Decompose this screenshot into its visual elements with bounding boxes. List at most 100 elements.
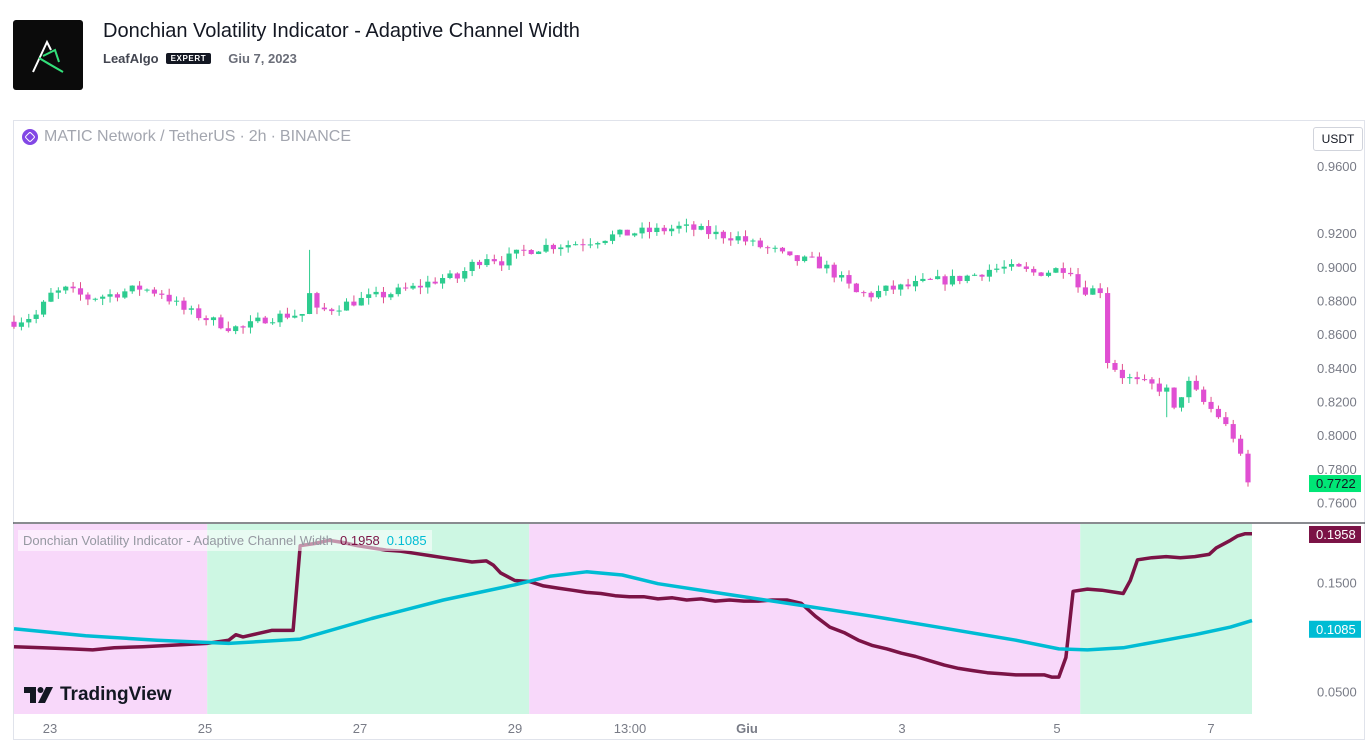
currency-button[interactable]: USDT [1313, 127, 1363, 151]
candle-body [277, 313, 283, 323]
candle-body [617, 229, 623, 235]
candle-body [491, 259, 497, 262]
candle-body [1097, 288, 1103, 294]
candle-body [809, 256, 815, 258]
indicator-name: Donchian Volatility Indicator - Adaptive… [23, 533, 334, 548]
candle-body [247, 321, 254, 328]
symbol-name: MATIC Network / TetherUS [44, 128, 236, 145]
candle-body [122, 291, 128, 298]
candle-body [63, 286, 69, 291]
regime-background [1080, 524, 1252, 714]
symbol-interval: 2h [248, 128, 267, 145]
candle-body [861, 292, 867, 294]
candle-body [417, 285, 423, 288]
candle-body [447, 273, 453, 278]
candle-body [742, 236, 749, 242]
regime-background [14, 524, 208, 714]
candle-body [499, 261, 505, 266]
candle-body [33, 314, 39, 319]
author-name[interactable]: LeafAlgo [103, 51, 159, 66]
candle-body [173, 300, 180, 302]
price-tick-label: 0.9600 [1317, 159, 1357, 174]
candle-body [1105, 293, 1111, 363]
candle-body [565, 245, 571, 248]
candle-body [720, 231, 726, 239]
candle-body [927, 278, 933, 280]
candle-body [935, 276, 941, 280]
candle-body [262, 317, 268, 324]
candle-body [151, 289, 157, 294]
candle-body [388, 294, 394, 298]
post-meta: LeafAlgo EXPERT Giu 7, 2023 [103, 51, 297, 66]
candle-body [55, 290, 61, 293]
candle-body [203, 318, 209, 321]
candle-body [1068, 272, 1074, 275]
candle-body [824, 264, 830, 269]
author-avatar[interactable] [13, 20, 83, 90]
candle-body [1223, 417, 1229, 425]
indicator-value-width: 0.1958 [340, 533, 380, 548]
candle-body [669, 228, 675, 232]
candle-body [343, 301, 350, 311]
candle-body [898, 284, 904, 290]
candle-body [1031, 268, 1037, 273]
candle-body [299, 313, 305, 316]
candle-body [373, 291, 379, 295]
candle-body [957, 275, 963, 282]
candle-body [691, 224, 697, 230]
time-tick-label: 5 [1053, 721, 1060, 736]
candle-body [868, 292, 874, 298]
candle-body [26, 318, 32, 323]
candle-body [225, 328, 231, 332]
time-tick-label: Giu [736, 721, 758, 736]
candle-body [1008, 264, 1015, 267]
matic-icon [22, 129, 38, 145]
candle-body [40, 301, 47, 315]
price-tick-label: 0.9200 [1317, 226, 1357, 241]
candle-body [706, 226, 712, 235]
candle-body [831, 264, 837, 278]
symbol-legend[interactable]: MATIC Network / TetherUS · 2h · BINANCE [22, 128, 351, 146]
candle-body [1186, 380, 1192, 398]
candle-body [846, 275, 852, 284]
candle-body [11, 321, 17, 327]
candle-body [905, 284, 911, 287]
tradingview-icon [24, 687, 53, 703]
candle-body [550, 244, 556, 250]
candle-body [159, 293, 165, 295]
time-tick-label: 23 [43, 721, 57, 736]
candle-body [181, 300, 187, 310]
candle-body [1149, 379, 1155, 384]
candle-body [114, 294, 121, 298]
candle-body [137, 285, 143, 290]
candle-body [484, 259, 490, 266]
candle-body [875, 290, 882, 298]
candle-body [772, 247, 778, 249]
candle-body [676, 225, 682, 229]
candle-body [425, 281, 431, 288]
candle-body [1112, 362, 1118, 370]
candle-body [336, 310, 342, 312]
candle-body [306, 293, 313, 314]
candle-body [166, 294, 172, 302]
candle-body [48, 292, 54, 302]
candle-body [1171, 387, 1177, 408]
candle-body [765, 247, 771, 249]
time-tick-label: 3 [898, 721, 905, 736]
candle-body [994, 268, 1000, 270]
candle-body [521, 249, 527, 251]
candle-body [1119, 369, 1125, 379]
candle-body [1193, 380, 1199, 390]
indicator-legend[interactable]: Donchian Volatility Indicator - Adaptive… [18, 530, 432, 551]
price-tick-label: 0.8800 [1317, 294, 1357, 309]
candle-body [210, 317, 217, 321]
candle-body [839, 275, 845, 278]
tradingview-logo[interactable]: TradingView [24, 684, 172, 706]
candle-body [632, 233, 638, 236]
candle-body [624, 229, 630, 236]
indicator-value-average: 0.1085 [386, 533, 427, 548]
candle-body [1023, 266, 1029, 269]
price-tick-label: 0.7600 [1317, 496, 1357, 511]
candle-body [750, 240, 756, 242]
